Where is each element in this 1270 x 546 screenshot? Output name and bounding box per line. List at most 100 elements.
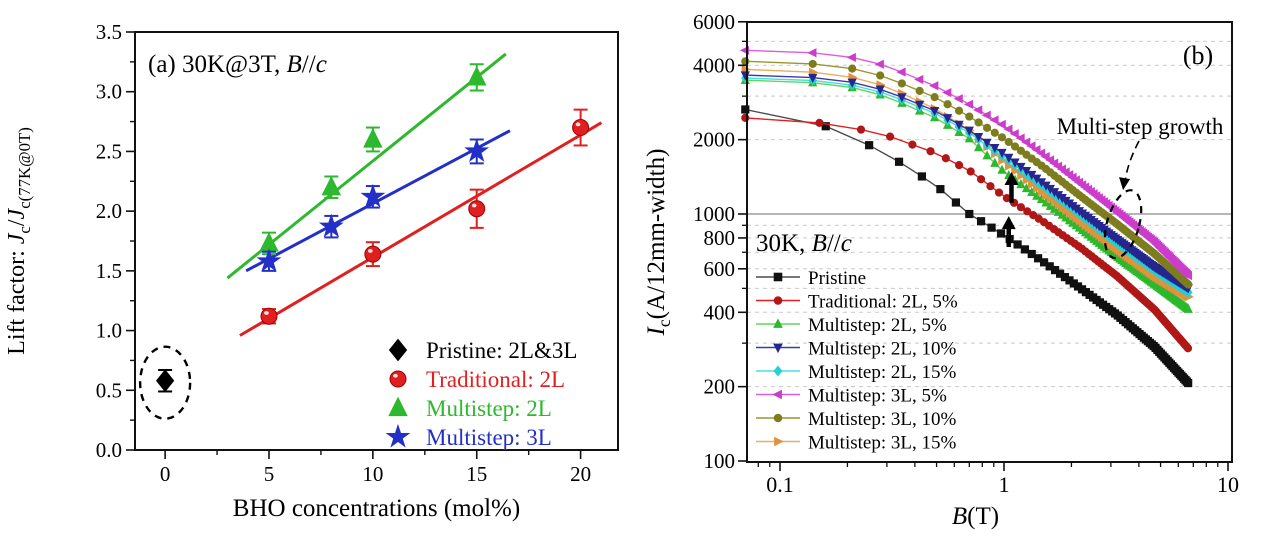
square-marker [996, 229, 1006, 238]
triangle-left-marker [1031, 145, 1041, 155]
label-part: Traditional: 2L [426, 367, 565, 392]
triangle-up-marker [973, 142, 984, 152]
triangle-left-marker [989, 115, 999, 125]
panel-b-frame [746, 21, 1233, 463]
circle-marker [1004, 137, 1013, 147]
circle-marker [982, 123, 992, 132]
triangle-up-marker [997, 164, 1007, 174]
star-marker [256, 248, 282, 272]
label-part: 0.5 [96, 378, 122, 402]
label-part: B [952, 503, 967, 530]
y-tick-label: 0.0 [96, 438, 122, 462]
label-part: 100 [704, 449, 736, 473]
triangle-right-marker [741, 64, 751, 74]
series-star [256, 138, 490, 272]
panel-b-y-axis-title: Ic(A/12mm-width) [643, 149, 674, 337]
label-part: I [643, 325, 670, 336]
circle-marker [876, 71, 885, 80]
x-tick-label: 5 [264, 462, 275, 486]
triangle-left-marker [807, 48, 817, 58]
circle-marker [997, 133, 1007, 142]
label-part: 6000 [693, 10, 735, 34]
x-tick-label: 20 [570, 462, 591, 486]
legend-label: Multistep: 2L [426, 396, 552, 421]
square-marker [894, 157, 904, 166]
fit-line [239, 121, 603, 337]
x-tick-label: 15 [466, 462, 487, 486]
panel-b-label: (b) [1183, 41, 1213, 70]
x-tick-label: 0.1 [766, 472, 794, 497]
up-arrow [1001, 216, 1016, 248]
label-part: 3.0 [96, 80, 122, 104]
circle-marker [1016, 203, 1026, 212]
triangle-up-marker [1183, 303, 1193, 313]
label-part: Multi-step growth [1057, 114, 1224, 139]
square-marker [1027, 249, 1036, 259]
triangle-left-marker [874, 59, 884, 69]
panel-b-condition-label: 30K, B//c [756, 230, 852, 257]
square-marker [741, 105, 750, 114]
y-tick-label: 2.0 [96, 199, 122, 223]
y-tick-label: 1.5 [96, 259, 122, 283]
y-tick-label: 2.5 [96, 139, 122, 163]
circle-marker [808, 59, 817, 69]
label-part: Lift factor: [4, 244, 30, 355]
circle-marker [1184, 280, 1193, 289]
triangle-up-marker [467, 66, 487, 86]
y-tick-label: 3.5 [96, 20, 122, 44]
panel-b-legend-item: Multistep: 2L, 15% [756, 362, 956, 383]
circle-marker [1029, 211, 1038, 220]
triangle-left-marker [772, 389, 782, 400]
panel-b-legend-item: Multistep: 3L, 10% [756, 409, 956, 430]
triangle-left-marker [1003, 124, 1013, 134]
diamond-marker [773, 365, 783, 377]
circle-marker [908, 140, 917, 149]
triangle-left-marker [963, 99, 974, 109]
series-diamond [138, 345, 192, 420]
y-tick-label: 3.0 [96, 80, 122, 104]
square-marker [1013, 240, 1022, 249]
series-multistep-3l-5- [739, 45, 1193, 281]
up-arrow [1004, 171, 1019, 203]
triangle-left-marker [1026, 141, 1036, 151]
label-part: c [316, 51, 327, 78]
circle-marker [943, 100, 952, 109]
triangle-down-marker [773, 343, 783, 354]
label-part: BHO concentrations (mol%) [233, 495, 520, 522]
triangle-right-marker [774, 436, 784, 447]
star-marker [318, 213, 344, 238]
circle-marker [965, 112, 974, 121]
legend-label: Multistep: 3L, 5% [808, 386, 947, 407]
legend-label: Multistep: 2L, 5% [808, 315, 947, 336]
square-marker [865, 141, 874, 150]
circle-marker [1183, 344, 1193, 353]
triangle-up-marker [363, 128, 383, 148]
circle-marker [1023, 207, 1032, 216]
label-part: // [827, 230, 841, 257]
square-marker [1020, 245, 1030, 254]
label-part: Multistep: 3L, 15% [808, 433, 956, 454]
label-part: 15 [466, 462, 487, 486]
circle-marker [915, 86, 924, 95]
label-part: 20 [570, 462, 591, 486]
sphere-marker [468, 200, 486, 218]
diamond-marker [388, 338, 408, 362]
sphere-highlight [367, 249, 373, 253]
label-part: c [654, 319, 674, 327]
panel-a-title: (a) 30K@3T, B//c [148, 51, 327, 78]
triangle-right-marker [1032, 183, 1043, 193]
label-part: B [287, 51, 302, 78]
label-part: 0.0 [96, 438, 122, 462]
circle-marker [954, 161, 964, 170]
triangle-down-marker [982, 138, 992, 148]
panel-a-legend-item: Pristine: 2L&3L [388, 338, 577, 363]
square-marker [987, 223, 996, 232]
circle-marker [930, 93, 939, 102]
triangle-down-marker [943, 114, 953, 124]
sphere-marker [572, 119, 590, 137]
panel-b-legend-item: Multistep: 3L, 5% [756, 386, 947, 407]
triangle-up-marker [773, 318, 783, 328]
circle-marker [986, 182, 995, 191]
